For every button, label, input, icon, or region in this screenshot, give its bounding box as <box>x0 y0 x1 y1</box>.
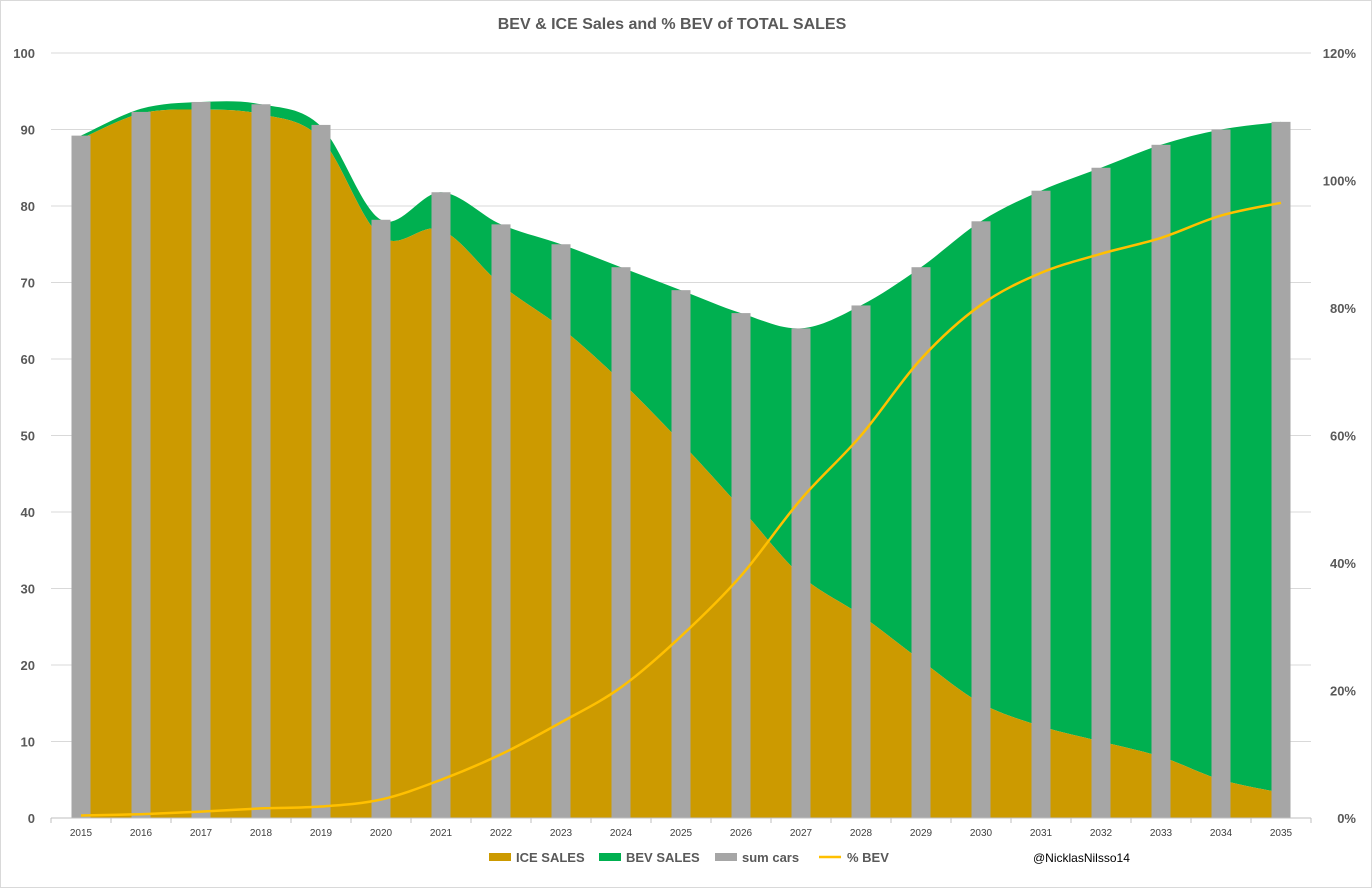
primary-y-tick-label: 70 <box>21 276 35 291</box>
x-tick-label: 2020 <box>370 828 393 839</box>
x-tick-label: 2023 <box>550 828 573 839</box>
x-tick-label: 2019 <box>310 828 333 839</box>
sum-cars-bar <box>1031 190 1051 818</box>
sum-cars-bar <box>371 219 391 818</box>
x-tick-label: 2017 <box>190 828 213 839</box>
percent-bev-line <box>80 201 1282 817</box>
legend-label: sum cars <box>742 850 799 865</box>
primary-y-tick-label: 50 <box>21 429 35 444</box>
x-tick-label: 2033 <box>1150 828 1173 839</box>
legend: ICE SALES BEV SALES sum cars % BEV <box>489 850 889 865</box>
primary-y-tick-label: 90 <box>21 123 35 138</box>
sum-cars-bar <box>1151 144 1171 819</box>
sum-cars-bar <box>671 290 691 818</box>
sum-cars-bar <box>971 221 991 819</box>
x-tick-label: 2027 <box>790 828 813 839</box>
x-tick-label: 2016 <box>130 828 153 839</box>
bars <box>71 101 1291 819</box>
secondary-y-tick-label: 100% <box>1323 174 1357 189</box>
x-tick-label: 2031 <box>1030 828 1053 839</box>
primary-y-tick-label: 80 <box>21 199 35 214</box>
x-tick-label: 2024 <box>610 828 633 839</box>
sum-cars-bar <box>251 104 271 818</box>
primary-y-tick-label: 30 <box>21 582 35 597</box>
secondary-y-tick-label: 0% <box>1337 811 1356 826</box>
credit-text: @NicklasNilsso14 <box>1033 851 1130 865</box>
sum-cars-bar <box>791 328 811 818</box>
secondary-y-axis: 0% 20% 40% 60% 80% 100% 120% <box>1323 46 1357 826</box>
primary-y-tick-label: 20 <box>21 658 35 673</box>
primary-y-tick-label: 10 <box>21 735 35 750</box>
x-tick-label: 2030 <box>970 828 993 839</box>
secondary-y-tick-label: 120% <box>1323 46 1357 61</box>
secondary-y-tick-label: 80% <box>1330 301 1356 316</box>
primary-y-tick-label: 0 <box>28 811 35 826</box>
legend-swatch <box>489 853 511 861</box>
percent-line <box>80 201 1282 817</box>
sum-cars-bar <box>851 305 871 818</box>
legend-swatch <box>715 853 737 861</box>
x-tick-label: 2015 <box>70 828 93 839</box>
x-tick-label: 2018 <box>250 828 273 839</box>
sum-cars-bar <box>1091 167 1111 818</box>
legend-label: % BEV <box>847 850 889 865</box>
x-tick-label: 2022 <box>490 828 513 839</box>
x-tick-label: 2029 <box>910 828 933 839</box>
sum-cars-bar <box>431 192 451 819</box>
x-tick-label: 2032 <box>1090 828 1113 839</box>
secondary-y-tick-label: 60% <box>1330 429 1356 444</box>
chart-title: BEV & ICE Sales and % BEV of TOTAL SALES <box>498 16 847 33</box>
primary-y-axis: 0 10 20 30 40 50 60 70 80 90 100 <box>13 46 35 826</box>
secondary-y-tick-label: 40% <box>1330 556 1356 571</box>
sum-cars-bar <box>1211 129 1231 818</box>
sum-cars-bar <box>71 135 91 818</box>
sum-cars-bar <box>191 101 211 818</box>
sum-cars-bar <box>731 313 751 818</box>
sum-cars-bar <box>611 267 631 818</box>
primary-y-tick-label: 100 <box>13 46 35 61</box>
sum-cars-bar <box>1271 121 1291 819</box>
primary-y-tick-label: 60 <box>21 352 35 367</box>
legend-label: ICE SALES <box>516 850 585 865</box>
x-axis: 2015 2016 2017 2018 2019 2020 2021 2022 2023 2024… <box>50 817 1312 839</box>
x-tick-label: 2021 <box>430 828 453 839</box>
sum-cars-bar <box>911 267 931 818</box>
x-tick-label: 2035 <box>1270 828 1293 839</box>
x-tick-label: 2026 <box>730 828 753 839</box>
sum-cars-bar <box>551 244 571 818</box>
sum-cars-bar <box>311 124 331 818</box>
sum-cars-bar <box>491 224 511 819</box>
primary-y-tick-label: 40 <box>21 505 35 520</box>
legend-swatch <box>599 853 621 861</box>
x-tick-label: 2028 <box>850 828 873 839</box>
x-tick-label: 2025 <box>670 828 693 839</box>
x-tick-label: 2034 <box>1210 828 1233 839</box>
legend-label: BEV SALES <box>626 850 700 865</box>
secondary-y-tick-label: 20% <box>1330 684 1356 699</box>
sum-cars-bar <box>131 111 151 818</box>
